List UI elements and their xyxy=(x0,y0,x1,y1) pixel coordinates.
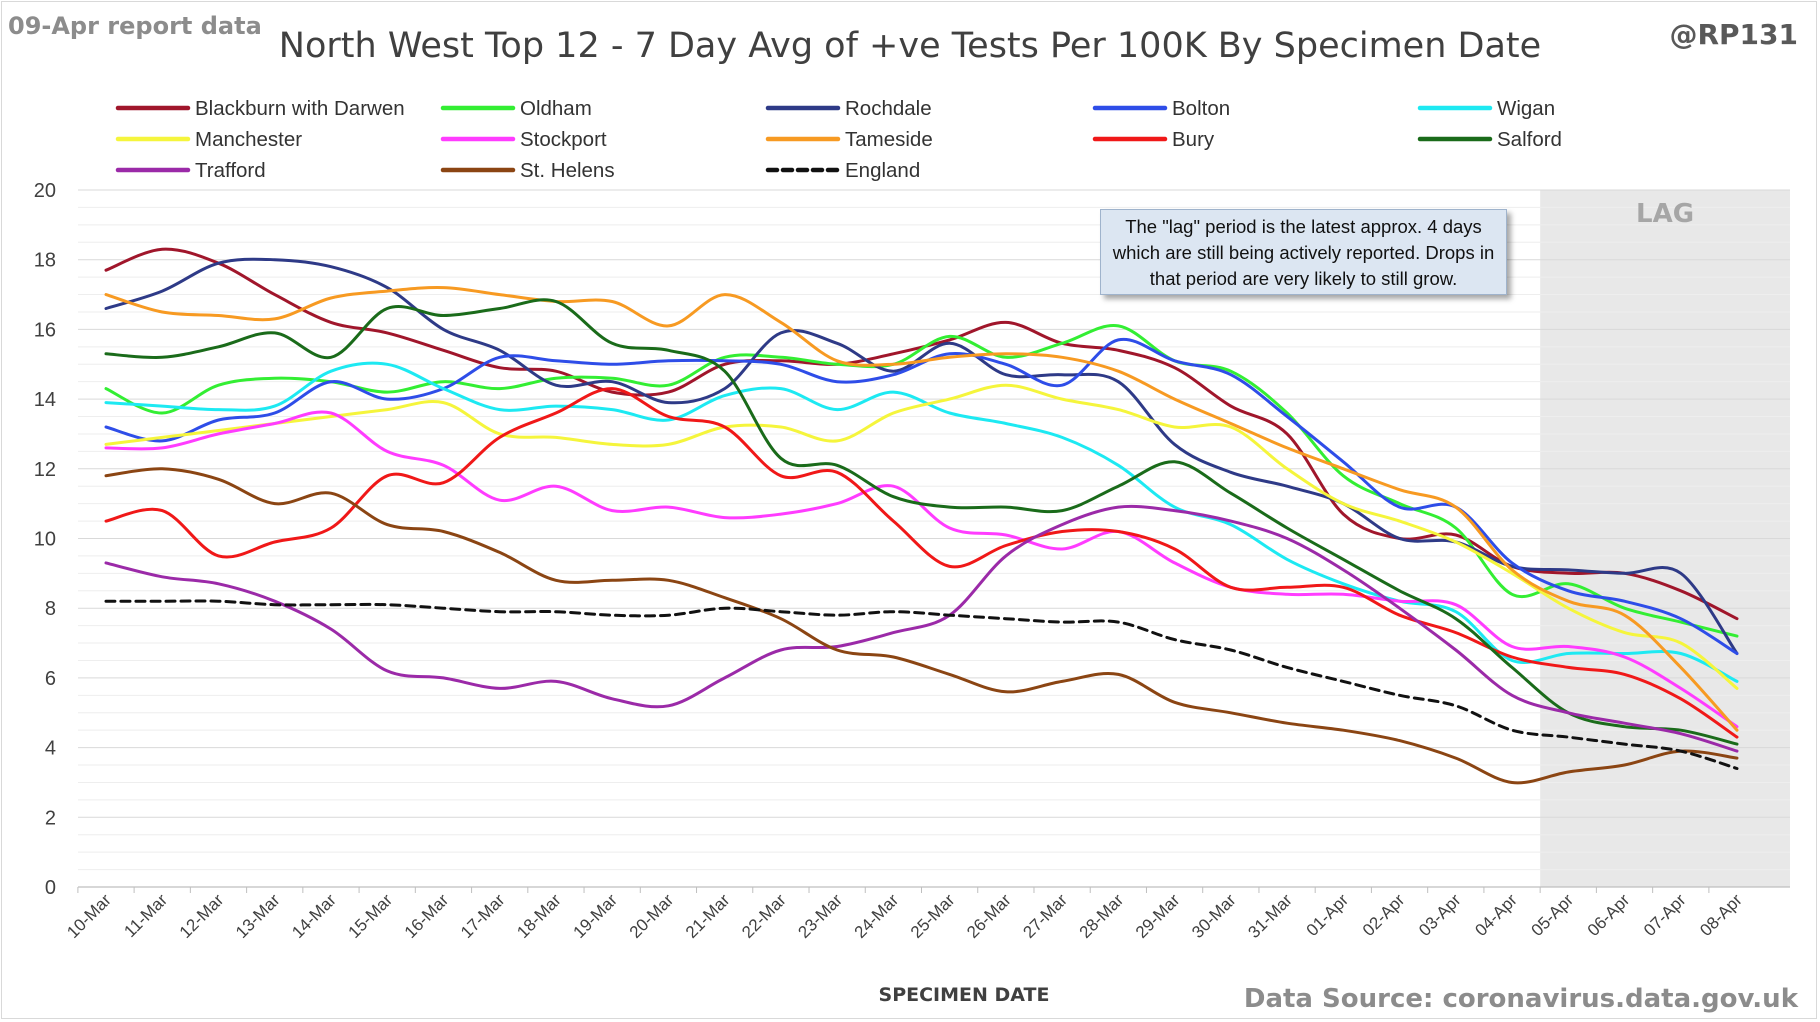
x-tick-label: 13-Mar xyxy=(232,890,284,942)
legend-label-manchester: Manchester xyxy=(195,128,302,151)
x-tick-label: 06-Apr xyxy=(1584,890,1634,940)
data-source-label: Data Source: coronavirus.data.gov.uk xyxy=(1243,984,1798,1014)
x-tick-label: 18-Mar xyxy=(513,890,565,942)
x-tick-label: 29-Mar xyxy=(1132,890,1184,942)
series-line-england xyxy=(104,599,1739,770)
legend-label-bury: Bury xyxy=(1172,128,1215,151)
legend-label-oldham: Oldham xyxy=(520,97,592,120)
report-date-label: 09-Apr report data xyxy=(8,12,262,40)
x-tick-label: 07-Apr xyxy=(1640,890,1690,940)
series-line-trafford xyxy=(104,504,1739,753)
y-tick-label: 0 xyxy=(45,877,56,899)
legend-label-st-helens: St. Helens xyxy=(520,159,615,182)
x-tick-label: 17-Mar xyxy=(457,890,509,942)
legend-label-bolton: Bolton xyxy=(1172,97,1230,120)
series-line-manchester xyxy=(104,383,1739,690)
y-tick-label: 16 xyxy=(34,319,56,341)
author-handle: @RP131 xyxy=(1669,18,1798,51)
series-line-blackburn-with-darwen xyxy=(104,247,1739,621)
y-tick-label: 14 xyxy=(34,389,56,411)
x-tick-label: 28-Mar xyxy=(1076,890,1128,942)
x-tick-label: 14-Mar xyxy=(288,890,340,942)
series-line-tameside xyxy=(104,286,1739,732)
x-tick-label: 22-Mar xyxy=(738,890,790,942)
series-line-bolton xyxy=(104,337,1739,655)
x-tick-label: 01-Apr xyxy=(1303,890,1353,940)
series-line-bury xyxy=(104,387,1739,739)
x-tick-label: 10-Mar xyxy=(63,890,115,942)
series-line-oldham xyxy=(104,324,1739,638)
x-tick-label: 24-Mar xyxy=(851,890,903,942)
x-tick-label: 15-Mar xyxy=(345,890,397,942)
legend-label-wigan: Wigan xyxy=(1497,97,1555,120)
legend-label-tameside: Tameside xyxy=(845,128,933,151)
x-tick-label: 25-Mar xyxy=(907,890,959,942)
x-tick-label: 26-Mar xyxy=(963,890,1015,942)
x-tick-label: 21-Mar xyxy=(682,890,734,942)
y-tick-label: 4 xyxy=(45,738,56,760)
legend-label-england: England xyxy=(845,159,920,182)
x-tick-label: 04-Apr xyxy=(1471,890,1521,940)
x-tick-label: 16-Mar xyxy=(401,890,453,942)
y-tick-label: 12 xyxy=(34,459,56,481)
x-tick-label: 23-Mar xyxy=(794,890,846,942)
y-tick-label: 2 xyxy=(45,807,56,829)
series-line-st-helens xyxy=(104,467,1739,785)
legend-label-rochdale: Rochdale xyxy=(845,97,932,120)
series-line-salford xyxy=(104,298,1739,746)
lag-label: LAG xyxy=(1636,199,1694,229)
x-tick-label: 03-Apr xyxy=(1415,890,1465,940)
series-line-rochdale xyxy=(104,257,1739,655)
x-tick-label: 12-Mar xyxy=(176,890,228,942)
x-axis-title: SPECIMEN DATE xyxy=(879,984,1050,1006)
x-tick-label: 31-Mar xyxy=(1244,890,1296,942)
legend-label-stockport: Stockport xyxy=(520,128,607,151)
x-tick-label: 30-Mar xyxy=(1188,890,1240,942)
x-tick-label: 20-Mar xyxy=(626,890,678,942)
chart-title: North West Top 12 - 7 Day Avg of +ve Tes… xyxy=(278,26,1542,66)
y-tick-label: 8 xyxy=(45,598,56,620)
x-tick-label: 27-Mar xyxy=(1019,890,1071,942)
y-tick-label: 10 xyxy=(34,529,56,551)
series-line-stockport xyxy=(104,410,1739,729)
legend-label-salford: Salford xyxy=(1497,128,1562,151)
x-tick-label: 08-Apr xyxy=(1696,890,1746,940)
x-tick-label: 19-Mar xyxy=(569,890,621,942)
y-tick-label: 20 xyxy=(34,180,56,202)
legend-label-blackburn-with-darwen: Blackburn with Darwen xyxy=(195,97,405,120)
x-tick-label: 02-Apr xyxy=(1359,890,1409,940)
x-tick-label: 11-Mar xyxy=(120,890,171,941)
lag-annotation-box: The "lag" period is the latest approx. 4… xyxy=(1100,209,1507,295)
y-tick-label: 6 xyxy=(45,668,56,690)
y-tick-label: 18 xyxy=(34,250,56,272)
x-tick-label: 05-Apr xyxy=(1528,890,1578,940)
legend-label-trafford: Trafford xyxy=(195,159,266,182)
